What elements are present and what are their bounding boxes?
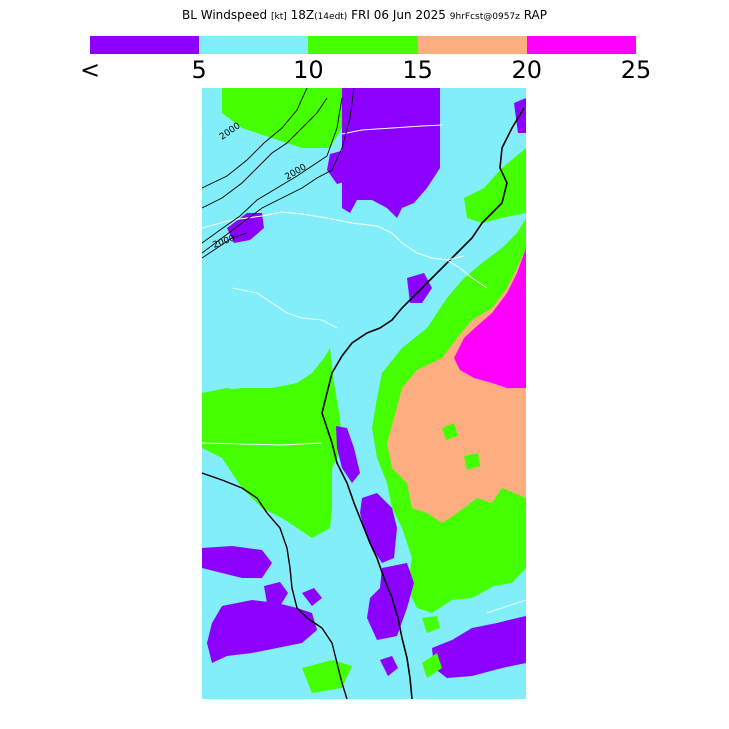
- state-border-b: [341, 124, 443, 135]
- legend-tick-label-2: 10: [293, 56, 324, 84]
- wind-cell-10-15-c: [422, 616, 440, 633]
- coastline-west: [202, 472, 348, 699]
- state-border-d: [446, 259, 488, 289]
- wind-cell-10-15-a: [442, 423, 458, 440]
- legend-swatch-0: [90, 36, 200, 54]
- wind-region-10-15-top: [222, 88, 342, 148]
- contour-line-b: [202, 97, 343, 244]
- contour-line-c: [202, 97, 328, 209]
- wind-region-under5-south: [367, 563, 414, 640]
- legend-tick-label-5: 25: [620, 56, 652, 84]
- state-border-c: [202, 442, 323, 446]
- legend-ticks: <5 10 15 20 25: [0, 56, 729, 86]
- legend-swatch-1: [199, 36, 309, 54]
- wind-region-under5-sw-b: [207, 600, 317, 663]
- legend-tick-label-4: 20: [511, 56, 543, 84]
- river-b: [486, 599, 526, 614]
- title-local-time: (14edt): [314, 12, 348, 22]
- wind-region-under5-west: [227, 213, 264, 243]
- legend-tick-label-0: <: [79, 56, 101, 84]
- title-model: RAP: [523, 8, 547, 22]
- wind-region-under5-coast-a: [336, 426, 360, 483]
- wind-region-under5-sw-a: [202, 546, 272, 578]
- wind-cell-10-15-se: [422, 653, 442, 678]
- state-border-a: [202, 211, 465, 261]
- legend-tick-label-1: 5: [191, 56, 207, 84]
- legend-swatch-3: [417, 36, 527, 54]
- wind-region-under5-sw-c: [264, 582, 288, 606]
- wind-region-10-15-ne: [464, 148, 526, 223]
- wind-region-under5-top: [342, 88, 440, 218]
- river-a: [231, 287, 338, 329]
- title-valid-time: 18Z: [290, 8, 315, 22]
- wind-region-under5-coast-b: [360, 493, 397, 563]
- wind-cell-under5-small: [380, 656, 398, 676]
- chart-title: BL Windspeed [kt] 18Z(14edt) FRI 06 Jun …: [0, 8, 729, 22]
- wind-region-20-25: [454, 248, 526, 388]
- color-legend: [90, 36, 637, 54]
- legend-swatch-2: [308, 36, 418, 54]
- wind-region-under5-se: [432, 616, 526, 678]
- wind-cell-10-15-b: [464, 453, 480, 470]
- legend-tick-label-3: 15: [402, 56, 433, 84]
- wind-region-10-15-west-b: [202, 388, 252, 420]
- wind-region-under5-blob: [327, 148, 357, 184]
- title-unit: [kt]: [270, 12, 287, 22]
- wind-map: 2000 2000 2000: [202, 88, 526, 699]
- contour-line-a: [202, 88, 355, 254]
- legend-swatch-4: [526, 36, 637, 54]
- contour-line-e: [202, 232, 248, 259]
- wind-region-10-15-south: [302, 660, 352, 693]
- wind-region-under5-sw-d: [302, 588, 322, 606]
- title-forecast-info: 9hrFcst@0957z: [449, 12, 520, 22]
- title-date: FRI 06 Jun 2025: [351, 8, 446, 22]
- contour-line-d: [202, 88, 308, 189]
- wind-region-under5-coast-c: [407, 273, 432, 303]
- coastline: [321, 107, 525, 699]
- title-main: BL Windspeed: [181, 8, 268, 22]
